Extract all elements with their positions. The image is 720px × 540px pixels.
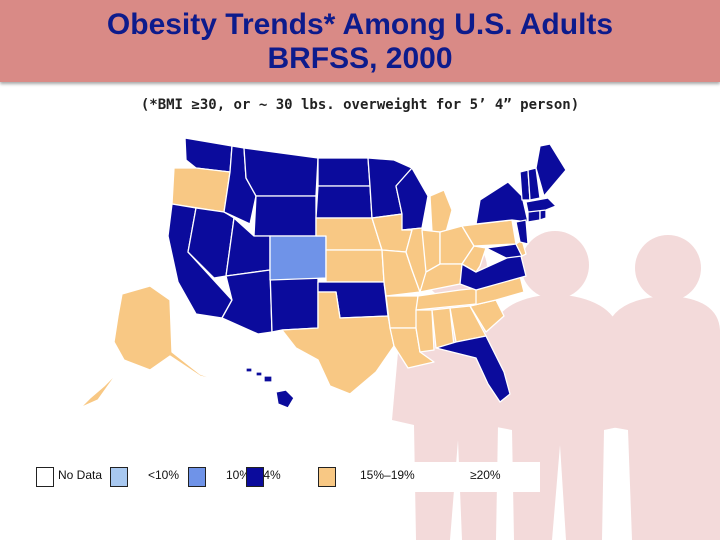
- state-wa: [184, 137, 233, 173]
- state-co: [269, 235, 327, 281]
- state-layer: [79, 137, 567, 409]
- legend-swatch-10-14: [188, 467, 206, 487]
- state-mi: [429, 189, 453, 233]
- legend-swatch-no-data: [36, 467, 54, 487]
- legend-label-lt10: <10%: [148, 468, 180, 482]
- page-title: Obesity Trends* Among U.S. Adults BRFSS,…: [0, 8, 720, 76]
- state-mt: [243, 147, 319, 197]
- title-line-2: BRFSS, 2000: [267, 42, 453, 75]
- state-me: [535, 143, 567, 197]
- state-wv: [461, 245, 487, 273]
- legend-label-15-19: 15%–19%: [360, 468, 415, 482]
- state-ar: [385, 295, 419, 329]
- state-ma: [525, 197, 557, 213]
- legend-label-no-data: No Data: [58, 468, 103, 482]
- state-nj: [515, 219, 529, 245]
- legend: No Data <10% 10%–14% 15%–19% ≥20%: [28, 462, 540, 492]
- legend-label-ge20: ≥20%: [470, 468, 501, 482]
- state-fl: [435, 335, 511, 403]
- state-hi: [245, 367, 295, 409]
- title-band: [0, 0, 720, 82]
- state-ks: [325, 249, 385, 283]
- state-nd: [317, 157, 371, 187]
- state-nh: [527, 167, 541, 201]
- state-ny: [475, 181, 529, 225]
- state-ne: [315, 217, 383, 251]
- subtitle: (*BMI ≥30, or ~ 30 lbs. overweight for 5…: [140, 97, 580, 113]
- legend-swatch-ge20: [318, 467, 336, 487]
- legend-swatch-lt10: [110, 467, 128, 487]
- state-ri: [539, 209, 547, 221]
- legend-swatch-15-19: [246, 467, 264, 487]
- state-ak: [79, 285, 223, 409]
- state-ms: [415, 309, 435, 353]
- title-line-1: Obesity Trends* Among U.S. Adults: [106, 8, 614, 41]
- state-sd: [315, 185, 373, 219]
- figure-silhouette-right: [600, 235, 720, 540]
- state-wy: [253, 195, 317, 237]
